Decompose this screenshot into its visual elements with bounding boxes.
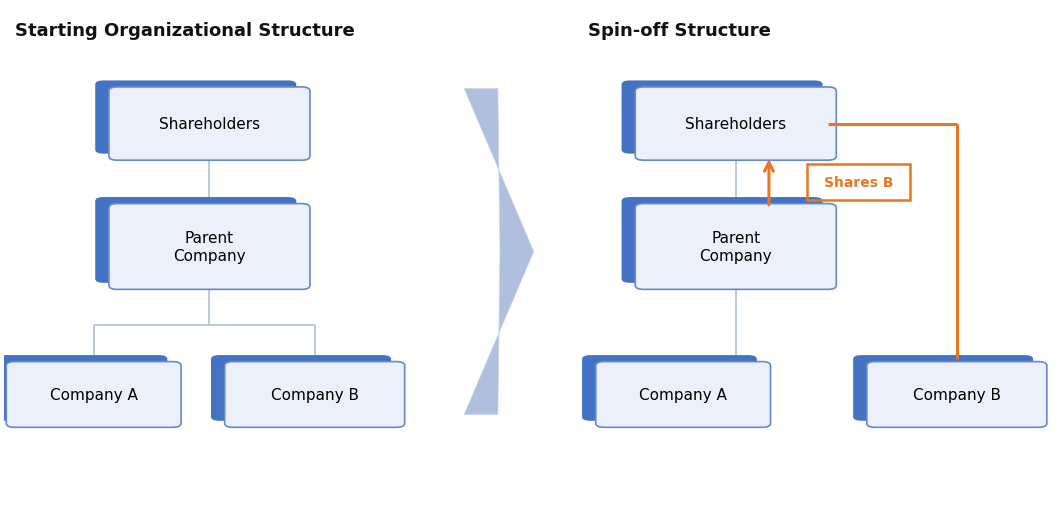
Text: Shares B: Shares B	[823, 176, 893, 189]
Text: Parent
Company: Parent Company	[173, 231, 246, 263]
FancyBboxPatch shape	[636, 88, 836, 161]
FancyBboxPatch shape	[867, 362, 1047, 428]
FancyBboxPatch shape	[636, 204, 836, 290]
FancyBboxPatch shape	[622, 197, 822, 284]
FancyBboxPatch shape	[0, 355, 168, 421]
Text: Company A: Company A	[50, 387, 138, 402]
Text: Shareholders: Shareholders	[685, 117, 786, 132]
FancyBboxPatch shape	[853, 355, 1033, 421]
FancyBboxPatch shape	[225, 362, 404, 428]
FancyBboxPatch shape	[596, 362, 770, 428]
Text: Spin-off Structure: Spin-off Structure	[589, 22, 771, 40]
FancyBboxPatch shape	[95, 197, 296, 284]
Text: Starting Organizational Structure: Starting Organizational Structure	[15, 22, 354, 40]
FancyBboxPatch shape	[109, 88, 310, 161]
FancyBboxPatch shape	[582, 355, 756, 421]
Text: Parent
Company: Parent Company	[699, 231, 772, 263]
Polygon shape	[464, 89, 534, 415]
FancyBboxPatch shape	[211, 355, 392, 421]
FancyBboxPatch shape	[6, 362, 181, 428]
Text: Shareholders: Shareholders	[159, 117, 260, 132]
FancyBboxPatch shape	[109, 204, 310, 290]
Text: Company B: Company B	[271, 387, 359, 402]
FancyBboxPatch shape	[622, 81, 822, 154]
FancyBboxPatch shape	[95, 81, 296, 154]
Text: Company A: Company A	[639, 387, 727, 402]
Text: Company B: Company B	[912, 387, 1001, 402]
